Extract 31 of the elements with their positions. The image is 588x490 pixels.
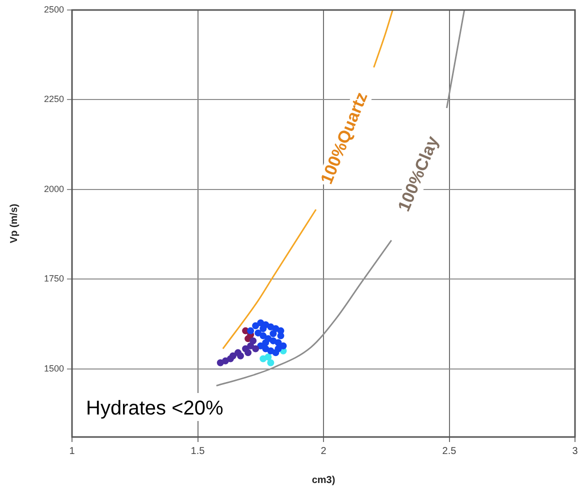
y-axis-title: Vp (m/s)	[8, 204, 20, 244]
y-tick-label: 1750	[44, 274, 64, 284]
x-tick-label: 1.5	[190, 446, 206, 457]
point	[237, 352, 244, 360]
annotation: Hydrates <20%	[86, 398, 224, 420]
point	[280, 342, 287, 350]
point	[262, 339, 270, 346]
point	[260, 332, 267, 340]
x-tick-label: 2.5	[442, 446, 457, 457]
x-axis-title: cm3)	[312, 474, 336, 486]
x-tick-label: 3	[572, 446, 578, 457]
y-tick-label: 2500	[44, 4, 64, 14]
point	[267, 359, 274, 366]
point	[250, 337, 257, 344]
point	[277, 332, 284, 340]
point	[260, 325, 267, 332]
x-tick-label: 2	[320, 446, 327, 457]
point	[222, 357, 229, 364]
point	[252, 345, 260, 352]
point	[274, 345, 282, 352]
point	[252, 322, 260, 330]
point	[247, 327, 254, 334]
y-tick-label: 2000	[44, 184, 64, 194]
point	[270, 330, 277, 338]
point	[244, 349, 252, 356]
y-tick-label: 1500	[44, 363, 64, 374]
y-tick-label: 2250	[44, 94, 64, 104]
point	[260, 355, 267, 362]
point	[254, 329, 262, 336]
point	[229, 352, 236, 360]
x-tick-label: 1	[69, 446, 76, 457]
